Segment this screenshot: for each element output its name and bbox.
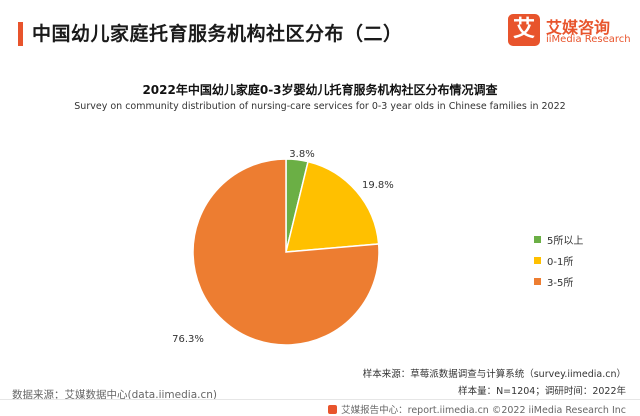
pie-slice-2	[192, 158, 380, 346]
logo-mark-icon: 艾	[508, 14, 540, 46]
report-center-icon	[328, 404, 338, 414]
data-label-2: 76.3%	[172, 334, 204, 345]
legend-swatch	[534, 257, 541, 264]
sample-info-note: 样本量：N=1204；调研时间：2022年	[458, 386, 626, 397]
pie-slice-1	[285, 160, 380, 253]
legend-label: 5所以上	[547, 236, 584, 247]
data-source-note: 数据来源：艾媒数据中心(data.iimedia.cn)	[12, 389, 217, 401]
legend-label: 3-5所	[547, 278, 574, 289]
logo-name-en: iiMedia Research	[546, 34, 631, 45]
legend-swatch	[534, 236, 541, 243]
legend-item-1: 0-1所	[534, 250, 583, 271]
legend-item-0: 5所以上	[534, 229, 583, 250]
page-title: 中国幼儿家庭托育服务机构社区分布（二）	[32, 23, 403, 45]
chart-legend: 5所以上 0-1所 3-5所	[534, 229, 583, 292]
chart-title: 2022年中国幼儿家庭0-3岁婴幼儿托育服务机构社区分布情况调查	[142, 83, 498, 97]
iimedia-logo: 艾 艾媒咨询 iiMedia Research	[508, 14, 631, 48]
sample-source-note: 样本来源：草莓派数据调查与计算系统（survey.iimedia.cn）	[362, 369, 626, 380]
legend-item-2: 3-5所	[534, 271, 583, 292]
footer: 艾媒报告中心：report.iimedia.cn ©2022 iiMedia R…	[328, 402, 626, 416]
footer-divider	[0, 399, 640, 400]
legend-label: 0-1所	[547, 257, 574, 268]
legend-swatch	[534, 278, 541, 285]
footer-text: 艾媒报告中心：report.iimedia.cn ©2022 iiMedia R…	[341, 405, 626, 416]
logo-name-cn: 艾媒咨询	[546, 18, 611, 37]
data-label-0: 3.8%	[289, 149, 314, 160]
title-accent-bar	[18, 22, 23, 46]
chart-subtitle: Survey on community distribution of nurs…	[74, 101, 566, 112]
data-label-1: 19.8%	[362, 180, 394, 191]
